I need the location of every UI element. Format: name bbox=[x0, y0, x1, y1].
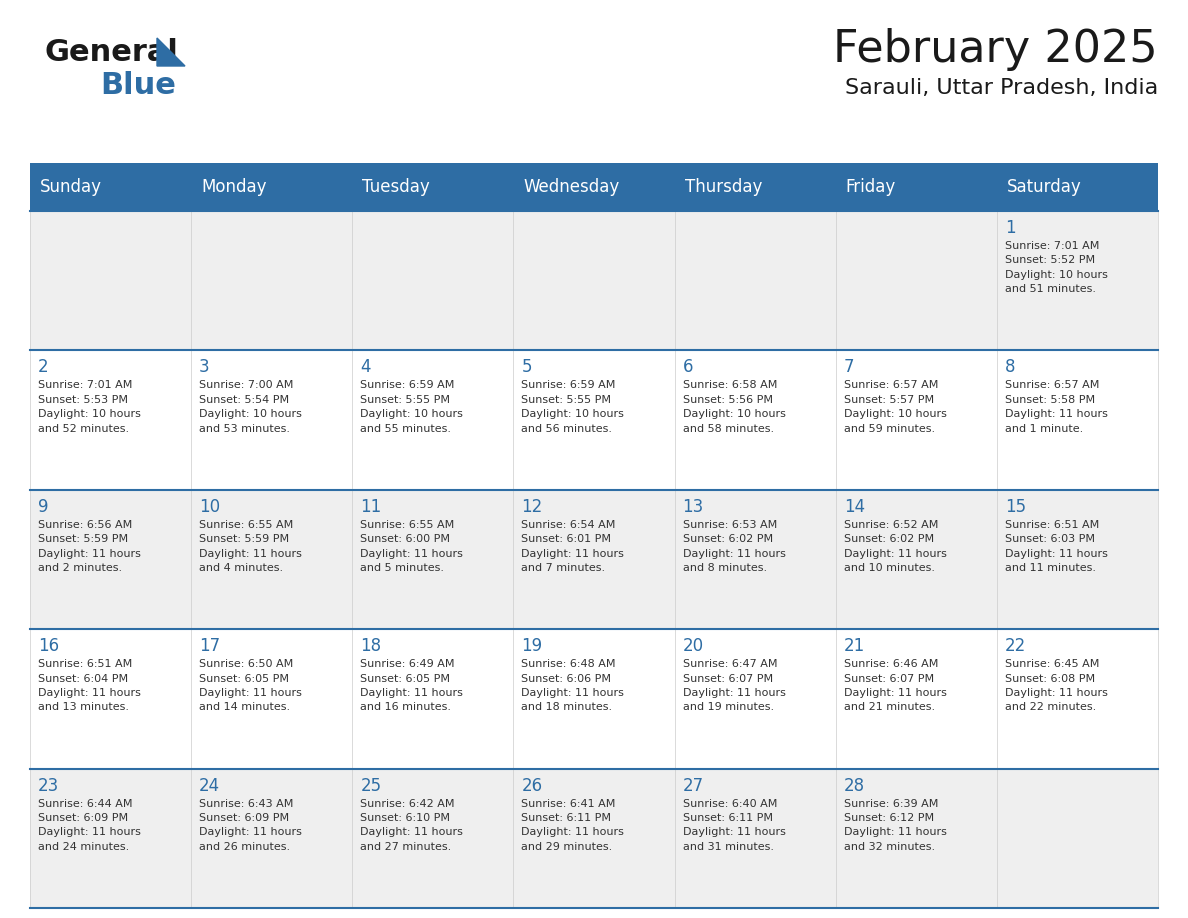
Text: 8: 8 bbox=[1005, 358, 1016, 376]
Text: 6: 6 bbox=[683, 358, 693, 376]
Text: 24: 24 bbox=[200, 777, 220, 795]
Text: 11: 11 bbox=[360, 498, 381, 516]
Text: Sunrise: 6:50 AM
Sunset: 6:05 PM
Daylight: 11 hours
and 14 minutes.: Sunrise: 6:50 AM Sunset: 6:05 PM Dayligh… bbox=[200, 659, 302, 712]
Text: Sunrise: 6:39 AM
Sunset: 6:12 PM
Daylight: 11 hours
and 32 minutes.: Sunrise: 6:39 AM Sunset: 6:12 PM Dayligh… bbox=[843, 799, 947, 852]
Text: 21: 21 bbox=[843, 637, 865, 655]
Text: Friday: Friday bbox=[846, 178, 896, 196]
Text: Saturday: Saturday bbox=[1007, 178, 1081, 196]
Text: Sunrise: 6:51 AM
Sunset: 6:04 PM
Daylight: 11 hours
and 13 minutes.: Sunrise: 6:51 AM Sunset: 6:04 PM Dayligh… bbox=[38, 659, 141, 712]
Text: Sunrise: 7:01 AM
Sunset: 5:52 PM
Daylight: 10 hours
and 51 minutes.: Sunrise: 7:01 AM Sunset: 5:52 PM Dayligh… bbox=[1005, 241, 1107, 294]
Bar bbox=[30, 629, 1158, 768]
Text: 3: 3 bbox=[200, 358, 210, 376]
Bar bbox=[30, 490, 1158, 629]
Text: Sunrise: 6:54 AM
Sunset: 6:01 PM
Daylight: 11 hours
and 7 minutes.: Sunrise: 6:54 AM Sunset: 6:01 PM Dayligh… bbox=[522, 520, 625, 573]
Text: Sunrise: 6:55 AM
Sunset: 5:59 PM
Daylight: 11 hours
and 4 minutes.: Sunrise: 6:55 AM Sunset: 5:59 PM Dayligh… bbox=[200, 520, 302, 573]
Text: Sunrise: 6:51 AM
Sunset: 6:03 PM
Daylight: 11 hours
and 11 minutes.: Sunrise: 6:51 AM Sunset: 6:03 PM Dayligh… bbox=[1005, 520, 1107, 573]
Bar bbox=[30, 211, 1158, 351]
Text: 7: 7 bbox=[843, 358, 854, 376]
Text: Sunrise: 6:52 AM
Sunset: 6:02 PM
Daylight: 11 hours
and 10 minutes.: Sunrise: 6:52 AM Sunset: 6:02 PM Dayligh… bbox=[843, 520, 947, 573]
Text: 22: 22 bbox=[1005, 637, 1026, 655]
Text: Sunrise: 6:57 AM
Sunset: 5:57 PM
Daylight: 10 hours
and 59 minutes.: Sunrise: 6:57 AM Sunset: 5:57 PM Dayligh… bbox=[843, 380, 947, 433]
Text: 12: 12 bbox=[522, 498, 543, 516]
Text: 19: 19 bbox=[522, 637, 543, 655]
Text: Sunrise: 6:48 AM
Sunset: 6:06 PM
Daylight: 11 hours
and 18 minutes.: Sunrise: 6:48 AM Sunset: 6:06 PM Dayligh… bbox=[522, 659, 625, 712]
Text: 28: 28 bbox=[843, 777, 865, 795]
Text: Tuesday: Tuesday bbox=[362, 178, 430, 196]
Bar bbox=[30, 351, 1158, 490]
Text: Sunrise: 6:56 AM
Sunset: 5:59 PM
Daylight: 11 hours
and 2 minutes.: Sunrise: 6:56 AM Sunset: 5:59 PM Dayligh… bbox=[38, 520, 141, 573]
Text: Sarauli, Uttar Pradesh, India: Sarauli, Uttar Pradesh, India bbox=[845, 78, 1158, 98]
Text: 26: 26 bbox=[522, 777, 543, 795]
Text: Sunrise: 7:01 AM
Sunset: 5:53 PM
Daylight: 10 hours
and 52 minutes.: Sunrise: 7:01 AM Sunset: 5:53 PM Dayligh… bbox=[38, 380, 141, 433]
Text: 17: 17 bbox=[200, 637, 220, 655]
Text: 13: 13 bbox=[683, 498, 703, 516]
Text: Sunrise: 6:49 AM
Sunset: 6:05 PM
Daylight: 11 hours
and 16 minutes.: Sunrise: 6:49 AM Sunset: 6:05 PM Dayligh… bbox=[360, 659, 463, 712]
Text: Sunrise: 6:59 AM
Sunset: 5:55 PM
Daylight: 10 hours
and 56 minutes.: Sunrise: 6:59 AM Sunset: 5:55 PM Dayligh… bbox=[522, 380, 625, 433]
Text: February 2025: February 2025 bbox=[833, 28, 1158, 71]
Text: 9: 9 bbox=[38, 498, 49, 516]
Text: Sunrise: 6:46 AM
Sunset: 6:07 PM
Daylight: 11 hours
and 21 minutes.: Sunrise: 6:46 AM Sunset: 6:07 PM Dayligh… bbox=[843, 659, 947, 712]
Text: Sunrise: 6:41 AM
Sunset: 6:11 PM
Daylight: 11 hours
and 29 minutes.: Sunrise: 6:41 AM Sunset: 6:11 PM Dayligh… bbox=[522, 799, 625, 852]
Text: 18: 18 bbox=[360, 637, 381, 655]
Text: 10: 10 bbox=[200, 498, 220, 516]
Text: 16: 16 bbox=[38, 637, 59, 655]
Text: Sunrise: 6:45 AM
Sunset: 6:08 PM
Daylight: 11 hours
and 22 minutes.: Sunrise: 6:45 AM Sunset: 6:08 PM Dayligh… bbox=[1005, 659, 1107, 712]
Text: Sunrise: 6:59 AM
Sunset: 5:55 PM
Daylight: 10 hours
and 55 minutes.: Sunrise: 6:59 AM Sunset: 5:55 PM Dayligh… bbox=[360, 380, 463, 433]
Text: Sunrise: 6:44 AM
Sunset: 6:09 PM
Daylight: 11 hours
and 24 minutes.: Sunrise: 6:44 AM Sunset: 6:09 PM Dayligh… bbox=[38, 799, 141, 852]
Text: 1: 1 bbox=[1005, 219, 1016, 237]
Text: Sunrise: 6:42 AM
Sunset: 6:10 PM
Daylight: 11 hours
and 27 minutes.: Sunrise: 6:42 AM Sunset: 6:10 PM Dayligh… bbox=[360, 799, 463, 852]
Text: General: General bbox=[45, 38, 179, 67]
Text: Blue: Blue bbox=[100, 71, 176, 100]
Text: 5: 5 bbox=[522, 358, 532, 376]
Text: Sunday: Sunday bbox=[40, 178, 102, 196]
Text: Sunrise: 6:55 AM
Sunset: 6:00 PM
Daylight: 11 hours
and 5 minutes.: Sunrise: 6:55 AM Sunset: 6:00 PM Dayligh… bbox=[360, 520, 463, 573]
Text: Sunrise: 6:58 AM
Sunset: 5:56 PM
Daylight: 10 hours
and 58 minutes.: Sunrise: 6:58 AM Sunset: 5:56 PM Dayligh… bbox=[683, 380, 785, 433]
Text: 20: 20 bbox=[683, 637, 703, 655]
Text: 14: 14 bbox=[843, 498, 865, 516]
Text: 2: 2 bbox=[38, 358, 49, 376]
Text: 23: 23 bbox=[38, 777, 59, 795]
Text: Sunrise: 6:47 AM
Sunset: 6:07 PM
Daylight: 11 hours
and 19 minutes.: Sunrise: 6:47 AM Sunset: 6:07 PM Dayligh… bbox=[683, 659, 785, 712]
Text: Sunrise: 6:40 AM
Sunset: 6:11 PM
Daylight: 11 hours
and 31 minutes.: Sunrise: 6:40 AM Sunset: 6:11 PM Dayligh… bbox=[683, 799, 785, 852]
Text: Sunrise: 6:43 AM
Sunset: 6:09 PM
Daylight: 11 hours
and 26 minutes.: Sunrise: 6:43 AM Sunset: 6:09 PM Dayligh… bbox=[200, 799, 302, 852]
Text: Sunrise: 6:57 AM
Sunset: 5:58 PM
Daylight: 11 hours
and 1 minute.: Sunrise: 6:57 AM Sunset: 5:58 PM Dayligh… bbox=[1005, 380, 1107, 433]
Text: 4: 4 bbox=[360, 358, 371, 376]
Text: 25: 25 bbox=[360, 777, 381, 795]
Bar bbox=[30, 163, 1158, 211]
Text: 27: 27 bbox=[683, 777, 703, 795]
Bar bbox=[30, 768, 1158, 908]
Text: 15: 15 bbox=[1005, 498, 1026, 516]
Polygon shape bbox=[157, 38, 185, 66]
Text: Sunrise: 6:53 AM
Sunset: 6:02 PM
Daylight: 11 hours
and 8 minutes.: Sunrise: 6:53 AM Sunset: 6:02 PM Dayligh… bbox=[683, 520, 785, 573]
Text: Sunrise: 7:00 AM
Sunset: 5:54 PM
Daylight: 10 hours
and 53 minutes.: Sunrise: 7:00 AM Sunset: 5:54 PM Dayligh… bbox=[200, 380, 302, 433]
Text: Thursday: Thursday bbox=[684, 178, 762, 196]
Text: Wednesday: Wednesday bbox=[524, 178, 620, 196]
Text: Monday: Monday bbox=[201, 178, 266, 196]
